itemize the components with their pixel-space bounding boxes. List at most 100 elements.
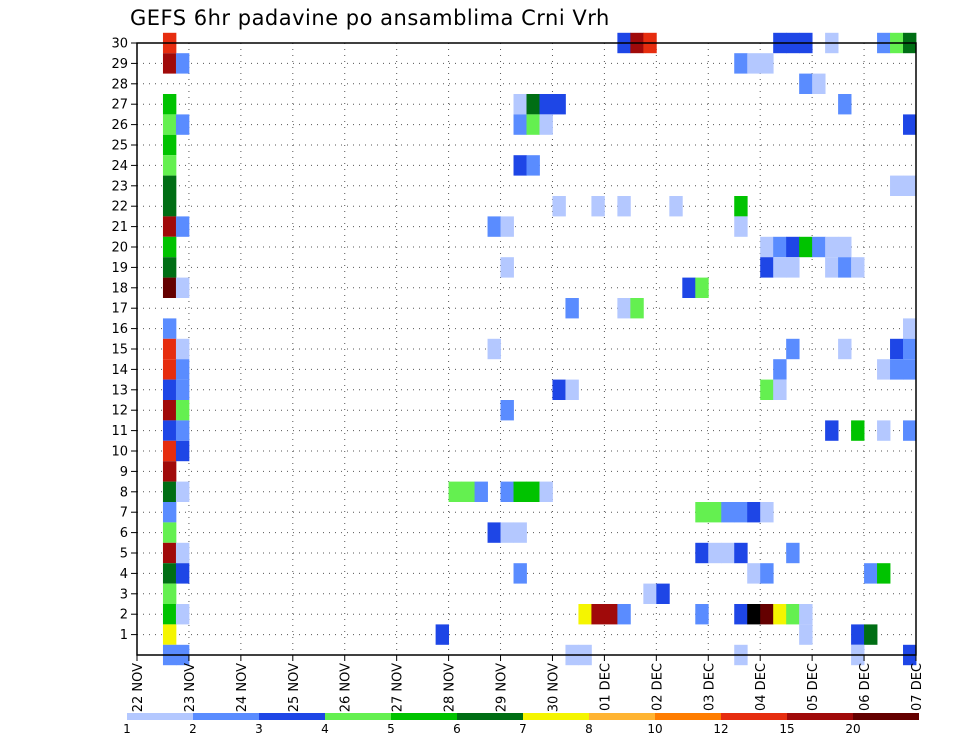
legend-label-0: 1	[123, 722, 131, 736]
legend-label-3: 4	[321, 722, 329, 736]
cell-116	[877, 420, 891, 441]
cell-28	[175, 440, 190, 462]
cell-152	[747, 604, 761, 625]
cell-11	[175, 216, 190, 237]
cell-14	[162, 277, 177, 298]
cell-40	[175, 604, 190, 625]
cell-33	[162, 522, 177, 543]
cell-3	[162, 94, 177, 115]
y-tick-label-12: 12	[111, 404, 128, 419]
cell-128	[734, 502, 748, 523]
cell-77	[487, 216, 501, 237]
cell-16	[162, 318, 177, 339]
cell-8	[162, 175, 177, 196]
cell-82	[786, 236, 800, 258]
y-tick-label-15: 15	[111, 343, 128, 358]
y-tick-label-5: 5	[120, 547, 128, 562]
cell-18	[175, 338, 190, 360]
legend-swatch-7	[589, 713, 655, 720]
precip-cells	[162, 32, 917, 666]
y-tick-label-17: 17	[111, 302, 128, 317]
cell-26	[175, 420, 190, 441]
y-tick-label-14: 14	[111, 363, 128, 378]
cell-83	[799, 236, 813, 258]
y-tick-label-7: 7	[120, 506, 128, 521]
legend-swatch-8	[655, 713, 721, 720]
cell-155	[786, 604, 800, 625]
cell-109	[552, 379, 566, 400]
cell-96	[565, 298, 579, 319]
cell-153	[760, 604, 774, 625]
cell-21	[162, 379, 177, 400]
cell-37	[175, 563, 190, 584]
cell-106	[877, 359, 891, 380]
cell-23	[162, 400, 177, 421]
x-tick-label-12: 04 DEC	[754, 663, 769, 711]
cell-76	[734, 196, 748, 217]
legend-label-9: 12	[713, 722, 728, 736]
cell-159	[851, 624, 865, 645]
legend-label-10: 15	[779, 722, 794, 736]
cell-84	[812, 236, 826, 258]
cell-58	[812, 73, 826, 94]
cell-79	[734, 216, 748, 237]
x-tick-label-10: 02 DEC	[650, 663, 665, 711]
cell-35	[175, 542, 190, 564]
cell-88	[760, 257, 774, 278]
cell-160	[864, 624, 878, 645]
cell-81	[773, 236, 787, 258]
legend-label-6: 7	[519, 722, 527, 736]
y-tick-label-23: 23	[111, 179, 128, 194]
cell-93	[851, 257, 865, 278]
legend-swatch-6	[523, 713, 589, 720]
legend-label-8: 10	[647, 722, 662, 736]
legend-swatch-4	[391, 713, 457, 720]
y-tick-label-2: 2	[120, 608, 128, 623]
cell-118	[448, 481, 462, 502]
legend-swatch-2	[259, 713, 325, 720]
cell-115	[851, 420, 865, 441]
cell-132	[500, 522, 514, 543]
cell-148	[604, 604, 618, 625]
cell-104	[487, 338, 501, 360]
cell-94	[682, 277, 696, 298]
cell-146	[578, 604, 592, 625]
cell-7	[162, 155, 177, 176]
cell-91	[825, 257, 839, 278]
x-tick-label-15: 07 DEC	[910, 663, 925, 711]
cell-130	[760, 502, 774, 523]
legend-label-1: 2	[189, 722, 197, 736]
legend-label-5: 6	[453, 722, 461, 736]
y-tick-label-8: 8	[120, 485, 128, 500]
cell-15	[175, 277, 190, 298]
cell-27	[162, 440, 177, 462]
cell-65	[526, 114, 540, 135]
legend-swatch-10	[787, 713, 853, 720]
cell-154	[773, 604, 787, 625]
cell-80	[760, 236, 774, 258]
cell-6	[162, 134, 177, 156]
cell-97	[617, 298, 631, 319]
cell-137	[734, 542, 748, 564]
cell-59	[838, 94, 852, 115]
y-tick-label-27: 27	[111, 98, 128, 113]
cell-34	[162, 542, 177, 564]
x-tick-label-6: 28 NOV	[443, 663, 458, 712]
y-tick-label-29: 29	[111, 57, 128, 72]
cell-24	[175, 400, 190, 421]
cell-64	[513, 114, 527, 135]
y-tick-label-30: 30	[111, 37, 128, 52]
cell-32	[162, 502, 177, 523]
cell-147	[591, 604, 605, 625]
cell-120	[474, 481, 488, 502]
cell-124	[539, 481, 553, 502]
cell-55	[747, 53, 761, 74]
cell-20	[175, 359, 190, 380]
x-tick-label-1: 23 NOV	[183, 663, 198, 712]
cell-86	[838, 236, 852, 258]
y-tick-label-28: 28	[111, 77, 128, 92]
cell-67	[903, 114, 917, 135]
cell-127	[721, 502, 735, 523]
cell-158	[799, 624, 813, 645]
cell-102	[890, 338, 904, 360]
